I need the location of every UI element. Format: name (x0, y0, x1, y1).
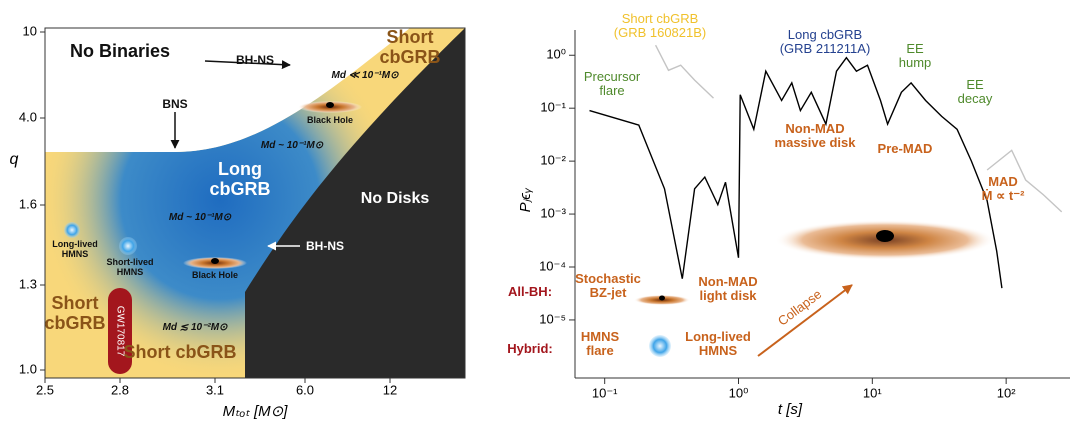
black-hole-icon (211, 258, 219, 264)
x-tick-label: 10⁻¹ (592, 385, 618, 400)
y-tick-label: 1.3 (19, 276, 37, 291)
x-tick-label: 10¹ (863, 385, 882, 400)
black-hole-icon (876, 230, 894, 242)
y-tick-label: 10⁰ (546, 47, 566, 62)
annotation: No Binaries (69, 41, 171, 61)
y-axis-label: q (10, 151, 19, 168)
annotation: EE hump (898, 41, 932, 71)
annotation: HMNS flare (580, 329, 620, 359)
annotation: Md ≪ 10⁻¹M⊙ (331, 70, 399, 81)
annotation: Short-lived HMNS (106, 257, 154, 277)
x-tick-label: 6.0 (296, 382, 314, 397)
annotation: Hybrid: (507, 341, 553, 356)
y-tick-label: 10 (23, 23, 37, 38)
legend-label: Long cbGRB (GRB 211211A) (779, 27, 871, 57)
y-tick-label: 1.6 (19, 196, 37, 211)
annotation: All-BH: (507, 284, 553, 299)
hmns-icon (119, 237, 137, 255)
black-hole-icon (326, 102, 334, 108)
x-tick-label: 10⁰ (729, 385, 749, 400)
annotation: No Disks (360, 190, 430, 207)
annotation: Non-MAD light disk (698, 274, 758, 304)
annotation: Non-MAD massive disk (774, 121, 856, 151)
annotation: Short cbGRB (44, 293, 106, 333)
x-axis-label: t [s] (778, 401, 803, 418)
region-black (245, 28, 465, 378)
annotation: BH-NS (306, 239, 344, 253)
y-axis-label: Pⱼϵᵧ (517, 187, 534, 212)
annotation: Md ~ 10⁻¹M⊙ (260, 140, 324, 151)
series-line (654, 44, 714, 99)
x-axis-label: Mₜₒₜ [M⊙] (223, 403, 289, 420)
series-line (589, 56, 1003, 289)
annotation: Black Hole (191, 270, 239, 280)
annotation: Black Hole (306, 115, 354, 125)
y-tick-label: 1.0 (19, 361, 37, 376)
x-tick-label: 12 (383, 382, 397, 397)
annotation: Pre-MAD (877, 141, 933, 156)
annotation: Long-lived HMNS (685, 329, 751, 359)
black-hole-icon (659, 295, 665, 301)
annotation: Precursor flare (583, 69, 641, 99)
y-tick-label: 4.0 (19, 109, 37, 124)
legend-label: Short cbGRB (GRB 160821B) (613, 11, 707, 41)
y-tick-label: 10⁻² (540, 153, 566, 168)
annotation: BNS (162, 97, 188, 111)
hmns-icon (649, 335, 671, 357)
annotation: Short cbGRB (123, 342, 237, 362)
series-line (986, 149, 1063, 213)
y-tick-label: 10⁻³ (540, 206, 566, 221)
arrow (204, 60, 291, 70)
plot-frame (44, 27, 466, 379)
arrow (757, 284, 853, 357)
hmns-icon (64, 222, 80, 238)
annotation: BH-NS (236, 53, 274, 67)
y-tick-label: 10⁻⁵ (539, 311, 566, 326)
gw-pill (108, 288, 132, 374)
region-white (45, 28, 410, 152)
x-tick-label: 3.1 (206, 382, 224, 397)
annotation: Md ~ 10⁻¹M⊙ (168, 212, 232, 223)
y-tick-label: 10⁻¹ (540, 100, 566, 115)
annotation: Short cbGRB (379, 27, 441, 67)
annotation: MAD Ṁ ∝ t⁻² (981, 174, 1025, 204)
y-tick-label: 10⁻⁴ (539, 258, 566, 273)
x-tick-label: 10² (997, 385, 1016, 400)
annotation: Long-lived HMNS (52, 239, 98, 259)
annotation: EE decay (957, 77, 993, 107)
x-tick-label: 2.5 (36, 382, 54, 397)
annotation: Long cbGRB (209, 159, 271, 199)
x-tick-label: 2.8 (111, 382, 129, 397)
annotation: Md ≲ 10⁻²M⊙ (162, 322, 228, 333)
annotation: Stochastic BZ-jet (575, 271, 641, 301)
